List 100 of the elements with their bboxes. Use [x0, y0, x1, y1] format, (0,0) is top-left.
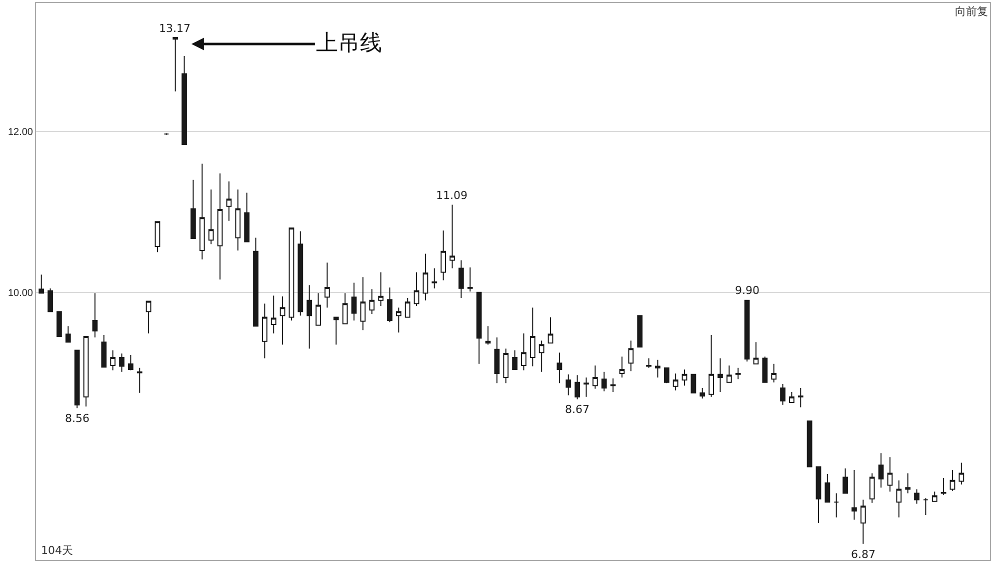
- candlestick: [396, 307, 402, 334]
- candlestick: [56, 311, 62, 338]
- candlestick: [806, 420, 812, 468]
- candlestick: [887, 456, 893, 492]
- candlestick: [940, 478, 946, 496]
- candlestick: [566, 374, 572, 396]
- candlestick: [700, 388, 706, 399]
- y-tick-label: 12.00: [8, 127, 34, 138]
- candlestick: [816, 466, 822, 524]
- candlestick: [182, 56, 187, 145]
- candlestick: [119, 352, 124, 372]
- candlestick: [253, 237, 258, 327]
- candlestick: [619, 356, 625, 378]
- candlestick: [601, 371, 607, 392]
- candlestick: [708, 334, 714, 398]
- annotation: 向前复: [955, 5, 988, 18]
- candlestick: [637, 315, 643, 348]
- candlestick: [789, 392, 794, 403]
- candlestick: [628, 340, 634, 372]
- y-tick-label: 10.00: [8, 288, 34, 299]
- candlestick: [217, 172, 223, 280]
- candlestick: [298, 230, 304, 316]
- annotation: 8.67: [565, 403, 590, 416]
- candlestick: [798, 388, 804, 408]
- candlestick: [548, 316, 554, 344]
- candlestick: [494, 336, 500, 384]
- candlestick: [136, 367, 142, 394]
- candlestick: [190, 179, 196, 239]
- candlestick: [646, 358, 652, 368]
- annotation: 9.90: [735, 284, 760, 297]
- annotation: 8.56: [65, 412, 90, 425]
- candlestick: [476, 292, 482, 364]
- candlestick: [235, 188, 241, 252]
- candlestick: [530, 307, 536, 367]
- candlestick: [262, 303, 268, 359]
- candlestick: [324, 262, 330, 308]
- candlestick: [440, 230, 446, 281]
- candlestick: [128, 354, 134, 371]
- candlestick: [682, 369, 688, 386]
- candlestick: [422, 253, 428, 301]
- candlestick: [48, 288, 53, 312]
- candlestick: [208, 188, 214, 245]
- candlestick: [718, 358, 723, 393]
- candlestick: [690, 374, 696, 394]
- candlestick: [672, 373, 678, 391]
- candlestick: [878, 452, 884, 488]
- candlestick: [83, 336, 89, 407]
- candlestick: [172, 37, 178, 92]
- candlestick: [842, 468, 848, 494]
- candlestick: [824, 474, 830, 503]
- candlestick: [923, 498, 928, 516]
- candlestick: [556, 352, 562, 384]
- annotation: 11.09: [436, 189, 468, 202]
- candlestick: [226, 180, 232, 222]
- candlestick: [655, 359, 660, 378]
- candlestick: [584, 377, 589, 398]
- candlestick: [65, 326, 71, 343]
- candlestick: [538, 340, 544, 372]
- candlestick: [164, 132, 170, 136]
- candlestick: [485, 326, 491, 346]
- candlestick: [467, 266, 473, 292]
- candlestick: [414, 272, 420, 307]
- candlestick: [199, 163, 205, 260]
- candlestick: [110, 350, 116, 371]
- annotation: 13.17: [159, 22, 190, 35]
- candlestick: [512, 350, 518, 370]
- candlestick: [432, 268, 438, 289]
- candlestick: [932, 491, 938, 502]
- candlestick: [369, 288, 375, 315]
- candlestick: [896, 480, 902, 518]
- candlestick: [92, 292, 98, 338]
- candlestick: [905, 472, 911, 494]
- candlestick: [950, 469, 956, 492]
- annotation: 6.87: [851, 548, 876, 561]
- candlestick: [450, 204, 455, 269]
- candlestick: [869, 472, 875, 504]
- candlestick: [744, 300, 750, 362]
- candlestick: [288, 228, 294, 321]
- candlestick: [458, 260, 464, 298]
- candlestick: [316, 292, 321, 326]
- candlestick: [574, 374, 580, 400]
- candlestick: [333, 316, 339, 346]
- candlestick: [342, 292, 348, 324]
- candlestick: [306, 284, 312, 350]
- candlestick: [387, 287, 392, 323]
- candlestick: [834, 492, 840, 518]
- candlestick: [74, 350, 80, 409]
- candlestick: [610, 378, 616, 393]
- candlestick: [521, 332, 526, 371]
- candlestick: [244, 192, 250, 242]
- candlestick: [860, 499, 866, 544]
- candlestick: [270, 295, 276, 334]
- candlestick: [958, 462, 964, 485]
- candlestick: [753, 342, 759, 364]
- candlestick: [503, 348, 509, 384]
- candlestick: [852, 469, 857, 520]
- candlestick: [101, 334, 107, 368]
- candlestick: [154, 221, 160, 253]
- candlestick: [914, 488, 920, 504]
- candlestick: [726, 364, 732, 383]
